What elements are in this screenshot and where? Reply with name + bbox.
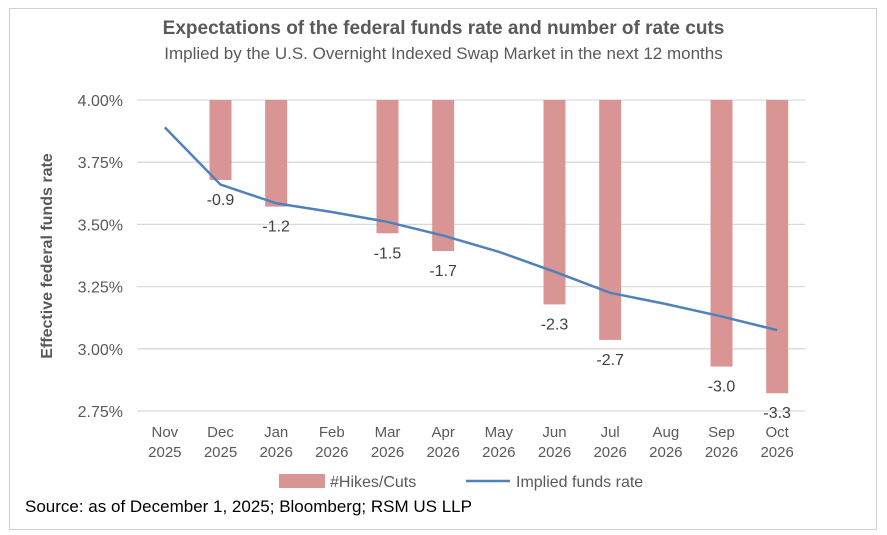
x-tick-label-year: 2026 <box>760 444 793 461</box>
x-tick-label-month: Oct <box>765 424 789 441</box>
y-axis-label: Effective federal funds rate <box>39 153 56 359</box>
x-tick-label-year: 2026 <box>315 444 348 461</box>
bar-data-label: -2.7 <box>596 352 624 369</box>
bar <box>766 100 789 394</box>
x-tick-label-month: Nov <box>151 424 178 441</box>
x-tick-label-year: 2026 <box>649 444 682 461</box>
bar <box>265 100 288 207</box>
source-note: Source: as of December 1, 2025; Bloomber… <box>25 497 472 516</box>
x-tick-label-month: Feb <box>319 424 345 441</box>
bar-data-label: -1.2 <box>262 219 290 236</box>
chart-title: Expectations of the federal funds rate a… <box>162 18 725 39</box>
x-tick-label-year: 2025 <box>148 444 181 461</box>
x-tick-label-month: Aug <box>652 424 679 441</box>
y-tick-label: 3.50% <box>78 217 123 234</box>
bar-data-label: -1.5 <box>374 245 402 262</box>
legend-label-line: Implied funds rate <box>516 474 643 491</box>
x-tick-label-month: Mar <box>375 424 401 441</box>
x-tick-label-year: 2026 <box>482 444 515 461</box>
x-tick-label-year: 2026 <box>705 444 738 461</box>
y-tick-label: 3.00% <box>78 342 123 359</box>
bar <box>432 100 455 252</box>
x-tick-label-year: 2026 <box>593 444 626 461</box>
bar-data-label: -3.0 <box>708 379 736 396</box>
bar <box>710 100 733 367</box>
x-tick-label-month: Dec <box>207 424 234 441</box>
x-tick-label-year: 2026 <box>538 444 571 461</box>
bar-data-label: -2.3 <box>541 316 569 333</box>
legend-label-bars: #Hikes/Cuts <box>330 474 416 491</box>
y-tick-label: 4.00% <box>78 93 123 110</box>
bar <box>376 100 399 234</box>
x-tick-label-year: 2026 <box>259 444 292 461</box>
x-tick-label-year: 2026 <box>426 444 459 461</box>
y-tick-label: 3.25% <box>78 280 123 297</box>
legend-swatch-bars <box>279 474 325 488</box>
bar <box>543 100 566 305</box>
x-tick-label-month: Jun <box>542 424 566 441</box>
implied-rate-line <box>163 126 778 332</box>
x-tick-label-month: Apr <box>431 424 454 441</box>
bar-data-label: -3.3 <box>763 405 791 422</box>
y-tick-label: 2.75% <box>78 404 123 421</box>
bar <box>209 100 232 180</box>
bar-data-label: -0.9 <box>207 192 235 209</box>
x-tick-label-month: Jan <box>264 424 288 441</box>
x-tick-label-month: Jul <box>601 424 620 441</box>
x-tick-label-month: May <box>485 424 514 441</box>
bar <box>599 100 622 340</box>
x-tick-label-year: 2025 <box>204 444 237 461</box>
chart-frame <box>9 8 877 530</box>
chart-subtitle: Implied by the U.S. Overnight Indexed Sw… <box>164 44 723 63</box>
y-tick-label: 3.75% <box>78 155 123 172</box>
bar-data-label: -1.7 <box>429 263 457 280</box>
x-tick-label-month: Sep <box>708 424 735 441</box>
x-tick-label-year: 2026 <box>371 444 404 461</box>
